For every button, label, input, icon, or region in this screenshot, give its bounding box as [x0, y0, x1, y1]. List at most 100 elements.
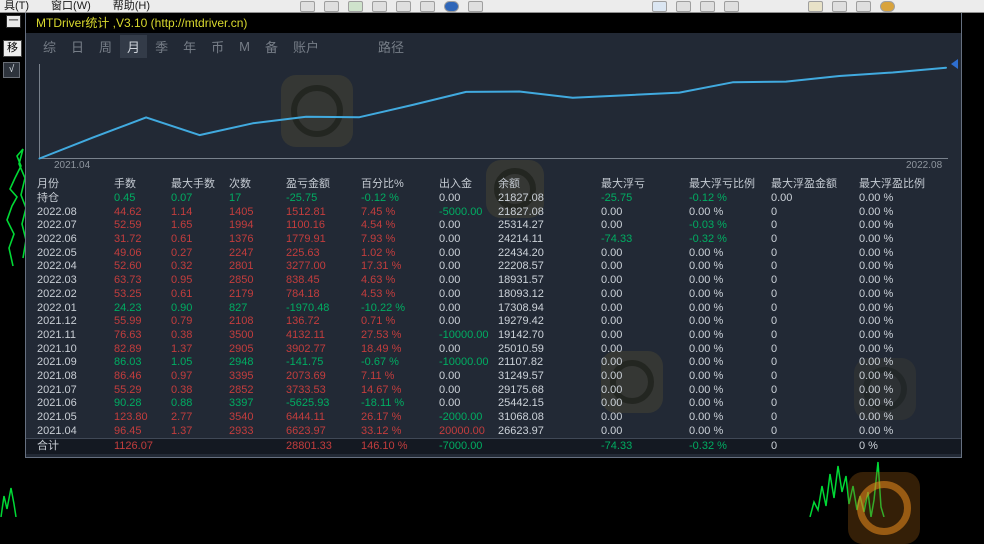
draw-line-icon[interactable] [724, 1, 739, 12]
globe-icon[interactable] [444, 1, 459, 12]
crosshair-icon[interactable] [700, 1, 715, 12]
cell: 0.00 % [689, 260, 724, 273]
tab-综[interactable]: 综 [43, 39, 57, 55]
background-green-chart-bottom-left [0, 487, 17, 517]
check-button[interactable]: √ [3, 62, 20, 78]
column-header[interactable]: 手数 [114, 178, 136, 190]
cursor-icon[interactable] [676, 1, 691, 12]
tab-月[interactable]: 月 [120, 34, 148, 58]
cell: 0 [771, 369, 778, 382]
cell: 0.00 % [689, 205, 724, 218]
table-row: 2021.12 55.99 0.79 2108 136.72 0.71 % 0.00 1927… [26, 315, 961, 329]
text-label-icon[interactable] [808, 1, 823, 12]
cell: -141.75 [286, 356, 324, 369]
new-order-icon[interactable] [468, 1, 483, 12]
cell: 0.00 % [689, 315, 724, 328]
row-label: 2022.04 [37, 260, 77, 273]
cell: -1970.48 [286, 301, 330, 314]
mtdriver-watermark-logo [601, 351, 663, 413]
tile-windows-icon[interactable] [420, 1, 435, 12]
column-header[interactable]: 最大浮盈金额 [771, 178, 837, 190]
cell: 0.00 [601, 356, 623, 369]
cell: 0.00 [601, 424, 623, 437]
row-label: 2022.07 [37, 219, 77, 232]
tab-M[interactable]: M [239, 38, 250, 54]
cell: 7.11 % [361, 369, 395, 382]
cell: 53.25 [114, 287, 142, 300]
column-header[interactable]: 余额 [498, 178, 520, 190]
zoom-in-icon[interactable] [372, 1, 387, 12]
minimize-button[interactable]: 一 [6, 15, 21, 28]
column-header[interactable]: 月份 [37, 178, 59, 190]
fibonacci-icon[interactable] [832, 1, 847, 12]
template-icon[interactable] [880, 1, 895, 12]
cell: 90.28 [114, 397, 142, 410]
cell: 25314.27 [498, 219, 544, 232]
cell: 29175.68 [498, 383, 544, 396]
cell: 0.00 [601, 369, 623, 382]
row-label: 2021.07 [37, 383, 77, 396]
cell: 0.38 [171, 328, 193, 341]
column-header[interactable]: 百分比% [361, 178, 404, 190]
menu-item[interactable]: 帮助(H) [112, 0, 151, 12]
cell: 0.61 [171, 287, 193, 300]
tab-备[interactable]: 备 [264, 39, 278, 55]
table-row: 2022.05 49.06 0.27 2247 225.63 1.02 % 0.00 2243… [26, 247, 961, 261]
cell: -0.32 % [689, 233, 727, 246]
cell: 146.10 % [361, 440, 408, 453]
column-header[interactable]: 次数 [229, 178, 251, 190]
cell: 0.00 [601, 315, 623, 328]
zoom-out-icon[interactable] [396, 1, 411, 12]
column-header[interactable]: 最大浮盈比例 [859, 178, 925, 190]
cell: 0.00 [439, 233, 461, 246]
cell: 0.00 % [859, 369, 894, 382]
column-header[interactable]: 盈亏金额 [286, 178, 330, 190]
row-label: 2021.08 [37, 369, 77, 382]
tab-年[interactable]: 年 [183, 39, 197, 55]
row-label: 持仓 [37, 192, 59, 204]
tab-周[interactable]: 周 [99, 39, 113, 55]
table-row: 2022.02 53.25 0.61 2179 784.18 4.53 % 0.00 1809… [26, 288, 961, 302]
tab-季[interactable]: 季 [155, 39, 169, 55]
chart-line-icon[interactable] [348, 1, 363, 12]
cell: 0.00 % [689, 424, 724, 437]
window-title[interactable]: MTDriver统计 ,V3.10 (http://mtdriver.cn) [26, 13, 961, 33]
cell: 0.00 % [859, 397, 894, 410]
cell: 0.00 [439, 315, 461, 328]
row-label: 2021.10 [37, 342, 77, 355]
tab-日[interactable]: 日 [71, 39, 85, 55]
cell: 31.72 [114, 233, 142, 246]
column-header[interactable]: 最大浮亏 [601, 178, 645, 190]
x-axis-end-label: 2022.08 [906, 160, 943, 171]
cell: 0 [771, 233, 778, 246]
chart-scroll-arrow-icon[interactable] [951, 59, 958, 69]
period-icon[interactable] [856, 1, 871, 12]
move-button[interactable]: 移 [3, 40, 22, 57]
column-header[interactable]: 最大手数 [171, 178, 215, 190]
cell: 0.32 [171, 260, 193, 273]
cell: 0.00 [601, 397, 623, 410]
table-row: 2021.08 86.46 0.97 3395 2073.69 7.11 % 0.00 312… [26, 370, 961, 384]
chart-candle-icon[interactable] [324, 1, 339, 12]
cell: 19142.70 [498, 328, 544, 341]
cell: 0.00 [439, 192, 461, 204]
cell: 0.00 % [859, 424, 894, 437]
autotrade-icon[interactable] [652, 1, 667, 12]
cell: 0 [771, 287, 778, 300]
tab-账户[interactable]: 账户 [292, 39, 319, 55]
mtdriver-watermark-logo [486, 160, 544, 218]
menu-item[interactable]: 具(T) [4, 0, 30, 12]
column-header[interactable]: 最大浮亏比例 [689, 178, 755, 190]
cell: 0.00 [601, 342, 623, 355]
cell: -5625.93 [286, 397, 330, 410]
tab-币[interactable]: 币 [211, 39, 225, 55]
cell: 0 [771, 315, 778, 328]
cell: 0.00 [439, 301, 461, 314]
chart-bar-icon[interactable] [300, 1, 315, 12]
menu-item[interactable]: 窗口(W) [51, 0, 91, 12]
cell: 0.00 % [859, 287, 894, 300]
tab-路径[interactable]: 路径 [377, 39, 404, 55]
row-label: 2022.08 [37, 205, 77, 218]
cell: 0 [771, 328, 778, 341]
column-header[interactable]: 出入金 [439, 178, 472, 190]
